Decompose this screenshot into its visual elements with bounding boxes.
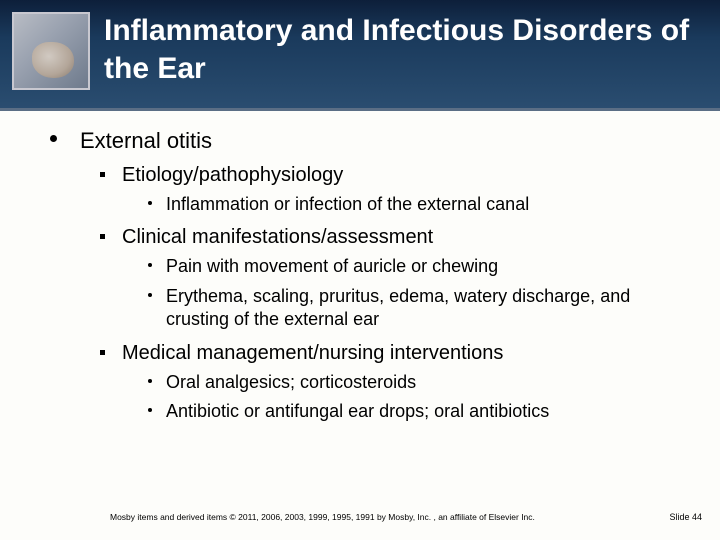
lvl2-text: Etiology/pathophysiology [122,164,343,186]
bullet-disc-icon [50,135,57,142]
bullet-square-icon [100,234,105,239]
lvl2-item: Etiology/pathophysiology [48,164,690,187]
lvl2-item: Clinical manifestations/assessment [48,226,690,249]
bullet-dot-icon [148,263,152,267]
lvl3-item: Oral analgesics; corticosteroids [48,371,690,394]
slide-number: Slide 44 [669,512,702,522]
bullet-dot-icon [148,201,152,205]
lvl3-item: Inflammation or infection of the externa… [48,193,690,216]
lvl3-item: Pain with movement of auricle or chewing [48,255,690,278]
lvl2-text: Clinical manifestations/assessment [122,226,433,248]
lvl3-text: Inflammation or infection of the externa… [166,194,529,214]
bullet-dot-icon [148,293,152,297]
lvl3-item: Antibiotic or antifungal ear drops; oral… [48,400,690,423]
lvl3-text: Oral analgesics; corticosteroids [166,372,416,392]
lvl1-item: External otitis [48,128,690,154]
lvl2-item: Medical management/nursing interventions [48,342,690,365]
copyright-text: Mosby items and derived items © 2011, 20… [110,512,535,522]
lvl3-text: Erythema, scaling, pruritus, edema, wate… [166,286,630,329]
lvl1-text: External otitis [80,128,212,153]
lvl3-text: Pain with movement of auricle or chewing [166,256,498,276]
bullet-dot-icon [148,408,152,412]
footer: Mosby items and derived items © 2011, 20… [0,512,720,530]
slide-title: Inflammatory and Infectious Disorders of… [104,12,700,87]
slide-body: External otitis Etiology/pathophysiology… [48,120,690,500]
lvl3-item: Erythema, scaling, pruritus, edema, wate… [48,285,690,332]
bullet-square-icon [100,350,105,355]
bullet-dot-icon [148,379,152,383]
header-thumbnail [12,12,90,90]
lvl2-text: Medical management/nursing interventions [122,342,503,364]
header-underline [0,108,720,111]
bullet-square-icon [100,172,105,177]
lvl3-text: Antibiotic or antifungal ear drops; oral… [166,401,549,421]
